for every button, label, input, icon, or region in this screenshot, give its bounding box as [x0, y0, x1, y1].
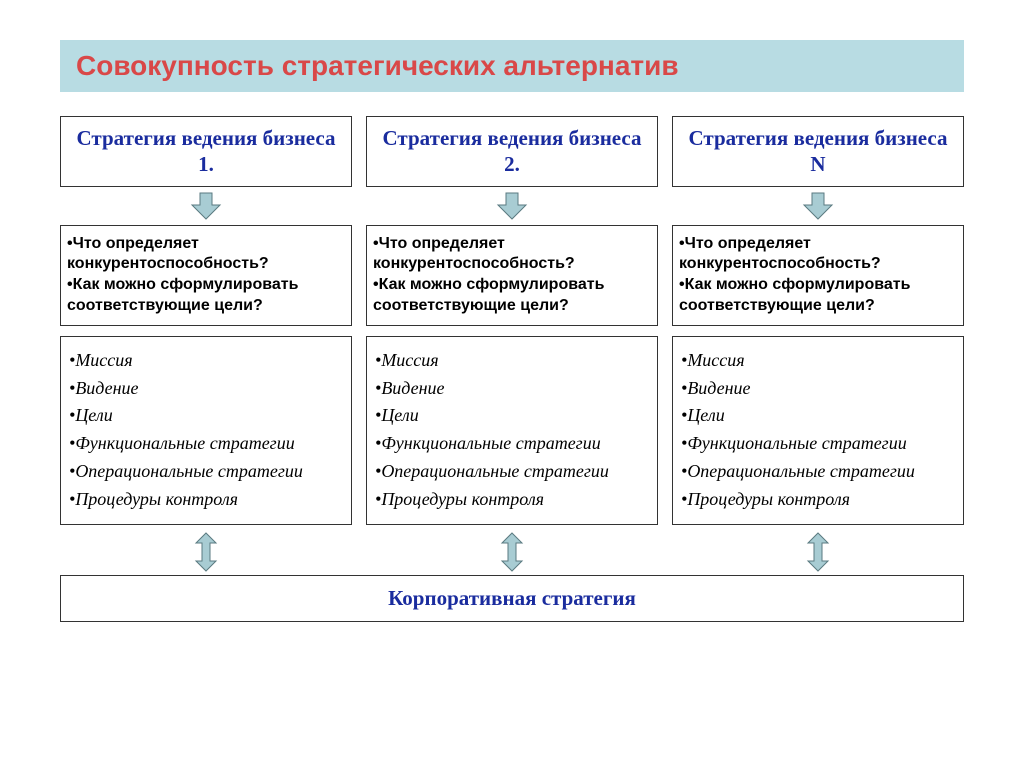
arrow-down-icon — [188, 191, 224, 221]
item: •Функциональные стратегии — [681, 430, 955, 458]
item: •Операциональные стратегии — [69, 458, 343, 486]
double-arrow-icon — [498, 531, 526, 573]
question-item: •Что определяет конкурентоспособность? — [373, 234, 651, 276]
strategy-column-1: Стратегия ведения бизнеса 1. •Что опреде… — [60, 116, 352, 525]
double-arrow-icon — [192, 531, 220, 573]
strategy-header: Стратегия ведения бизнеса 2. — [366, 116, 658, 187]
strategy-column-2: Стратегия ведения бизнеса 2. •Что опреде… — [366, 116, 658, 525]
strategy-header: Стратегия ведения бизнеса 1. — [60, 116, 352, 187]
item: •Цели — [375, 402, 649, 430]
item: •Функциональные стратегии — [375, 430, 649, 458]
item: •Функциональные стратегии — [69, 430, 343, 458]
item: •Процедуры контроля — [375, 486, 649, 514]
question-item: •Что определяет конкурентоспособность? — [679, 234, 957, 276]
page-title-bar: Совокупность стратегических альтернатив — [60, 40, 964, 92]
item: •Операциональные стратегии — [681, 458, 955, 486]
strategy-columns: Стратегия ведения бизнеса 1. •Что опреде… — [60, 116, 964, 525]
items-box: •Миссия •Видение •Цели •Функциональные с… — [366, 336, 658, 525]
arrow-down-icon — [800, 191, 836, 221]
item: •Цели — [69, 402, 343, 430]
item: •Процедуры контроля — [69, 486, 343, 514]
strategy-column-n: Стратегия ведения бизнеса N •Что определ… — [672, 116, 964, 525]
question-item: •Как можно сформулировать соответствующи… — [67, 275, 345, 317]
strategy-header: Стратегия ведения бизнеса N — [672, 116, 964, 187]
arrow-down-icon — [494, 191, 530, 221]
items-box: •Миссия •Видение •Цели •Функциональные с… — [60, 336, 352, 525]
item: •Видение — [375, 375, 649, 403]
question-item: •Что определяет конкурентоспособность? — [67, 234, 345, 276]
questions-box: •Что определяет конкурентоспособность? •… — [366, 225, 658, 326]
questions-box: •Что определяет конкурентоспособность? •… — [672, 225, 964, 326]
page-title: Совокупность стратегических альтернатив — [76, 50, 948, 82]
double-arrow-icon — [804, 531, 832, 573]
item: •Процедуры контроля — [681, 486, 955, 514]
question-item: •Как можно сформулировать соответствующи… — [373, 275, 651, 317]
double-arrows-row — [60, 531, 964, 573]
items-box: •Миссия •Видение •Цели •Функциональные с… — [672, 336, 964, 525]
item: •Операциональные стратегии — [375, 458, 649, 486]
item: •Миссия — [375, 347, 649, 375]
question-item: •Как можно сформулировать соответствующи… — [679, 275, 957, 317]
item: •Видение — [681, 375, 955, 403]
item: •Миссия — [69, 347, 343, 375]
questions-box: •Что определяет конкурентоспособность? •… — [60, 225, 352, 326]
item: •Миссия — [681, 347, 955, 375]
item: •Видение — [69, 375, 343, 403]
item: •Цели — [681, 402, 955, 430]
corporate-strategy-box: Корпоративная стратегия — [60, 575, 964, 622]
